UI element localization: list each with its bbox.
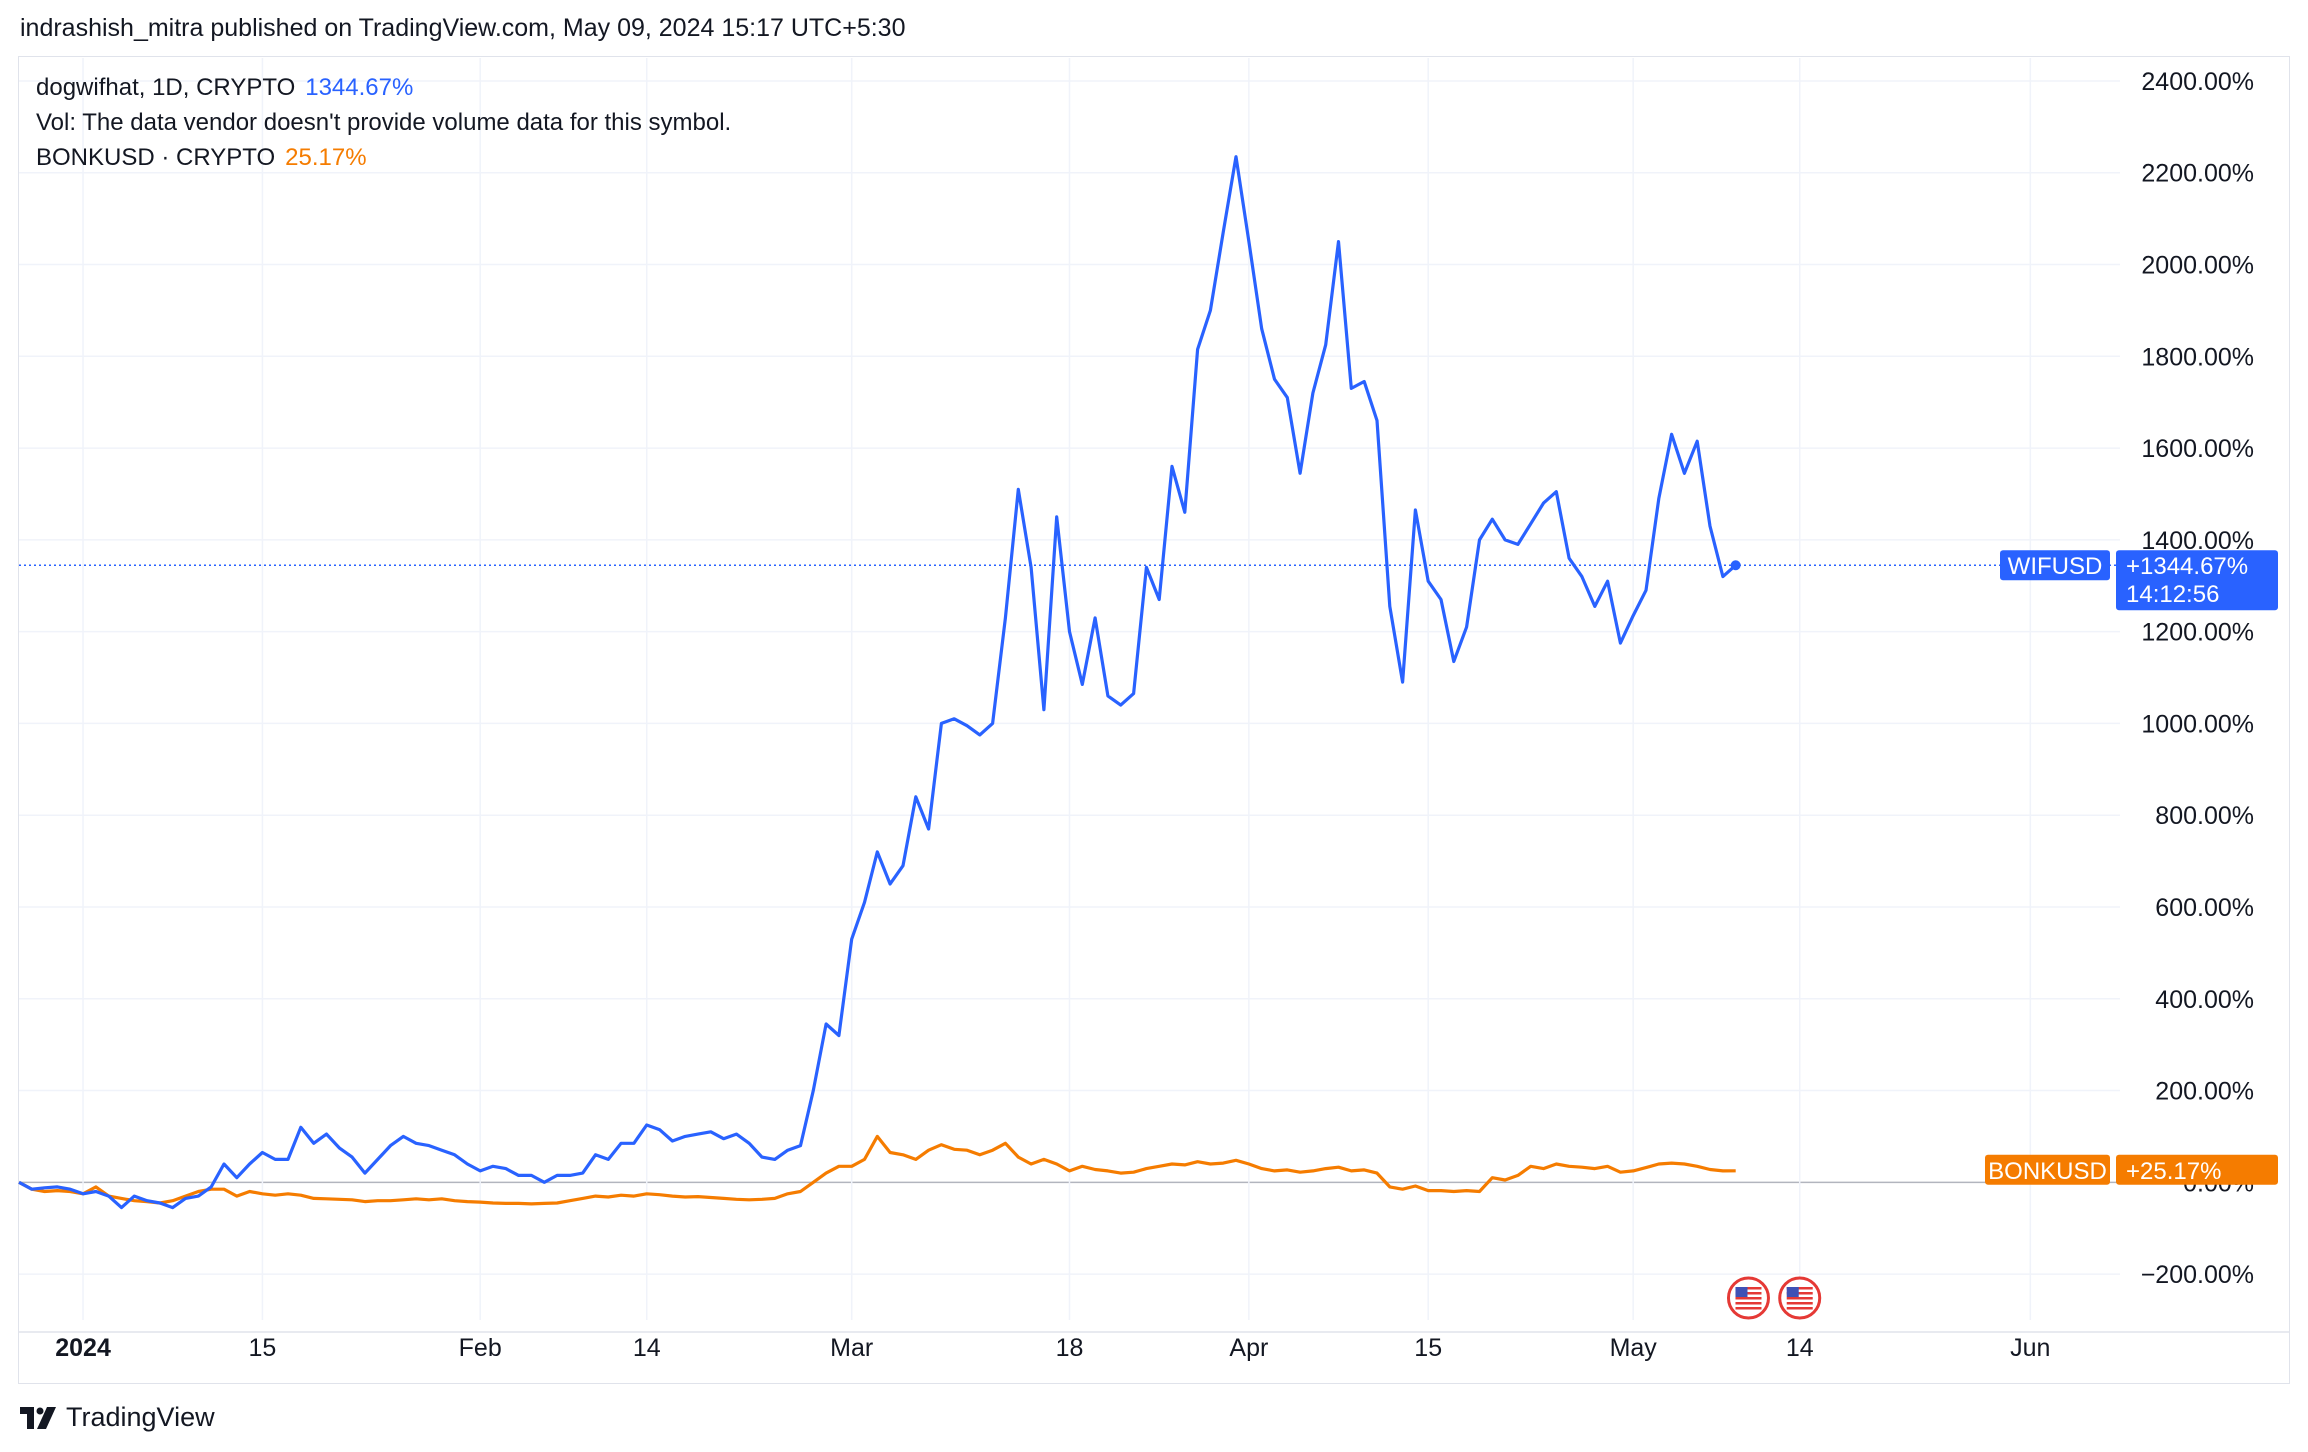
x-tick-label: Apr bbox=[1229, 1334, 1268, 1362]
flag-stripe bbox=[1735, 1287, 1762, 1290]
flag-stripe bbox=[1735, 1297, 1762, 1300]
footer-brand[interactable]: TradingView bbox=[20, 1402, 215, 1433]
y-tick-label: 1000.00% bbox=[2141, 710, 2254, 738]
flag-stripe bbox=[1735, 1292, 1762, 1295]
x-tick-label: 14 bbox=[1786, 1334, 1814, 1362]
legend-main-value: 1344.67% bbox=[305, 74, 414, 101]
y-tick-label: 600.00% bbox=[2155, 894, 2254, 922]
wifusd-last-point bbox=[1730, 560, 1741, 571]
flag-stripe bbox=[1786, 1307, 1813, 1310]
x-tick-label: 15 bbox=[1414, 1334, 1442, 1362]
us-flag-event-icon bbox=[1778, 1276, 1822, 1320]
chart-frame bbox=[18, 56, 2290, 1384]
y-tick-label: 800.00% bbox=[2155, 802, 2254, 830]
y-tick-label: 1200.00% bbox=[2141, 619, 2254, 647]
bonkusd-price-tag: BONKUSD +25.17% bbox=[1985, 1154, 2278, 1185]
bonkusd-series-line bbox=[18, 1134, 1736, 1206]
x-tick-label: Jun bbox=[2010, 1334, 2050, 1362]
wifusd-price-tag-value-box bbox=[2116, 550, 2278, 611]
legend-compare-value: 25.17% bbox=[285, 144, 367, 171]
axis-layer: −200.00%0.00%200.00%400.00%600.00%800.00… bbox=[19, 68, 2290, 1362]
flag-stripe bbox=[1735, 1302, 1762, 1305]
flag-stripe bbox=[1786, 1292, 1813, 1295]
legend-main-symbol: dogwifhat, 1D, CRYPTO bbox=[36, 74, 296, 101]
legend-main-row[interactable]: dogwifhat, 1D, CRYPTO 1344.67% bbox=[36, 70, 731, 105]
grid-layer bbox=[19, 58, 2120, 1320]
bonkusd-price-tag-value-box bbox=[2116, 1154, 2278, 1185]
wifusd-price-tag-countdown: 14:12:56 bbox=[2126, 581, 2219, 608]
publisher-line: indrashish_mitra published on TradingVie… bbox=[20, 14, 906, 42]
y-tick-label: 1800.00% bbox=[2141, 343, 2254, 371]
x-tick-label: 2024 bbox=[55, 1334, 111, 1362]
price-tag-layer: WIFUSD +1344.67%14:12:56 BONKUSD +25.17% bbox=[1985, 550, 2278, 1185]
flag-stripe bbox=[1786, 1297, 1813, 1300]
us-flag-event-icon bbox=[1726, 1276, 1770, 1320]
x-tick-label: 18 bbox=[1056, 1334, 1084, 1362]
flag-stripe bbox=[1735, 1307, 1762, 1310]
y-tick-label: 200.00% bbox=[2155, 1078, 2254, 1106]
y-tick-label: 1600.00% bbox=[2141, 435, 2254, 463]
legend-volume-note: Vol: The data vendor doesn't provide vol… bbox=[36, 109, 732, 136]
wifusd-price-tag-value: +1344.67% bbox=[2126, 553, 2248, 580]
legend-compare-row[interactable]: BONKUSD · CRYPTO 25.17% bbox=[36, 140, 731, 175]
bonkusd-price-tag-label: BONKUSD bbox=[1988, 1158, 2107, 1185]
y-tick-label: 400.00% bbox=[2155, 986, 2254, 1014]
x-tick-label: Feb bbox=[459, 1334, 502, 1362]
tradingview-logo-icon bbox=[20, 1406, 56, 1429]
chart-legend: dogwifhat, 1D, CRYPTO 1344.67% Vol: The d… bbox=[36, 70, 731, 175]
wifusd-price-tag-label: WIFUSD bbox=[2008, 553, 2103, 580]
y-tick-label: 2000.00% bbox=[2141, 252, 2254, 280]
series-layer bbox=[18, 155, 2120, 1320]
flag-stripe bbox=[1786, 1287, 1813, 1290]
wifusd-series-line bbox=[18, 155, 1737, 1210]
y-tick-label: 2400.00% bbox=[2141, 68, 2254, 96]
x-tick-label: Mar bbox=[830, 1334, 873, 1362]
x-tick-label: 15 bbox=[249, 1334, 277, 1362]
y-tick-label: −200.00% bbox=[2141, 1261, 2254, 1289]
bonkusd-price-tag-value: +25.17% bbox=[2126, 1158, 2221, 1185]
y-tick-label: 1400.00% bbox=[2141, 527, 2254, 555]
x-tick-label: 14 bbox=[633, 1334, 661, 1362]
flag-canton bbox=[1786, 1287, 1799, 1297]
flag-stripe bbox=[1786, 1302, 1813, 1305]
x-tick-label: May bbox=[1610, 1334, 1658, 1362]
flag-canton bbox=[1735, 1287, 1748, 1297]
footer-brand-text: TradingView bbox=[66, 1402, 215, 1432]
y-tick-label: 2200.00% bbox=[2141, 160, 2254, 188]
wifusd-price-tag: WIFUSD +1344.67%14:12:56 bbox=[2000, 550, 2278, 611]
legend-compare-symbol: BONKUSD · CRYPTO bbox=[36, 144, 276, 171]
wifusd-price-tag-label-box bbox=[2000, 550, 2110, 581]
bonkusd-price-tag-label-box bbox=[1985, 1154, 2110, 1185]
